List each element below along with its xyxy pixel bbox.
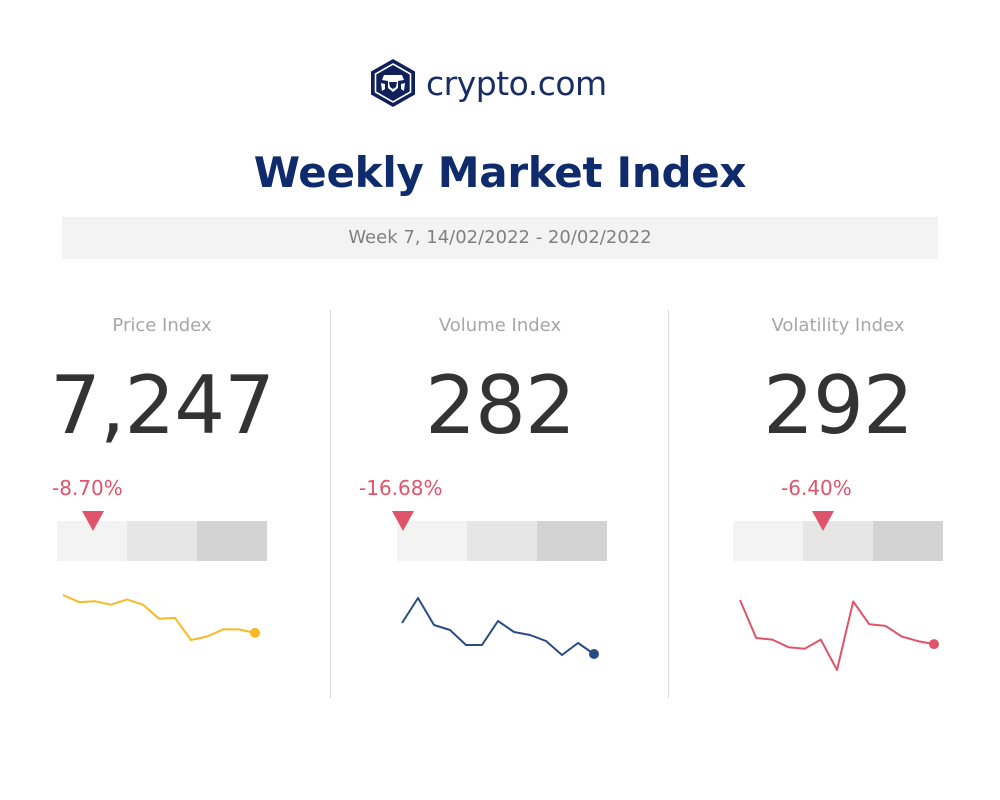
- week-range-bar: Week 7, 14/02/2022 - 20/02/2022: [62, 217, 938, 259]
- sparkline-end-point: [929, 639, 939, 650]
- panel-divider: [668, 310, 669, 698]
- price-index-level-bar: [57, 521, 267, 561]
- volatility-index-value: 292: [763, 359, 914, 452]
- price-index-value: 7,247: [49, 359, 275, 452]
- sparkline-end-point: [250, 627, 260, 638]
- price-index-sparkline: [62, 594, 260, 641]
- page-title: Weekly Market Index: [253, 148, 747, 197]
- panel-divider: [330, 310, 331, 698]
- sparkline-end-point: [589, 649, 599, 659]
- level-segment-high: [873, 521, 943, 561]
- volatility-index-change: -6.40%: [781, 476, 852, 500]
- volatility-index-level-bar: [733, 521, 943, 561]
- brand-name: crypto.com: [426, 63, 607, 103]
- sparkline-series: [739, 599, 935, 671]
- volatility-index-sparkline: [739, 599, 939, 671]
- level-segment-low: [733, 521, 803, 561]
- level-segment-high: [537, 521, 607, 561]
- volatility-index-label: Volatility Index: [771, 315, 905, 336]
- sparkline-series: [401, 597, 595, 656]
- crypto-com-logo-icon: [371, 59, 415, 107]
- week-range-text: Week 7, 14/02/2022 - 20/02/2022: [348, 227, 652, 248]
- volume-index-value: 282: [425, 359, 576, 452]
- price-index-change: -8.70%: [52, 476, 123, 500]
- brand-logo: crypto.com: [370, 58, 607, 108]
- sparkline-series: [62, 594, 256, 641]
- price-index-level-marker-icon: [81, 511, 104, 531]
- volume-index-level-marker-icon: [392, 511, 415, 531]
- price-index-label: Price Index: [112, 315, 212, 336]
- volatility-index-level-marker-icon: [812, 511, 835, 531]
- level-segment-mid: [127, 521, 197, 561]
- volume-index-level-bar: [397, 521, 607, 561]
- volume-index-label: Volume Index: [438, 315, 562, 336]
- level-segment-mid: [467, 521, 537, 561]
- level-segment-high: [197, 521, 267, 561]
- volume-index-change: -16.68%: [359, 476, 443, 500]
- volume-index-sparkline: [401, 597, 599, 659]
